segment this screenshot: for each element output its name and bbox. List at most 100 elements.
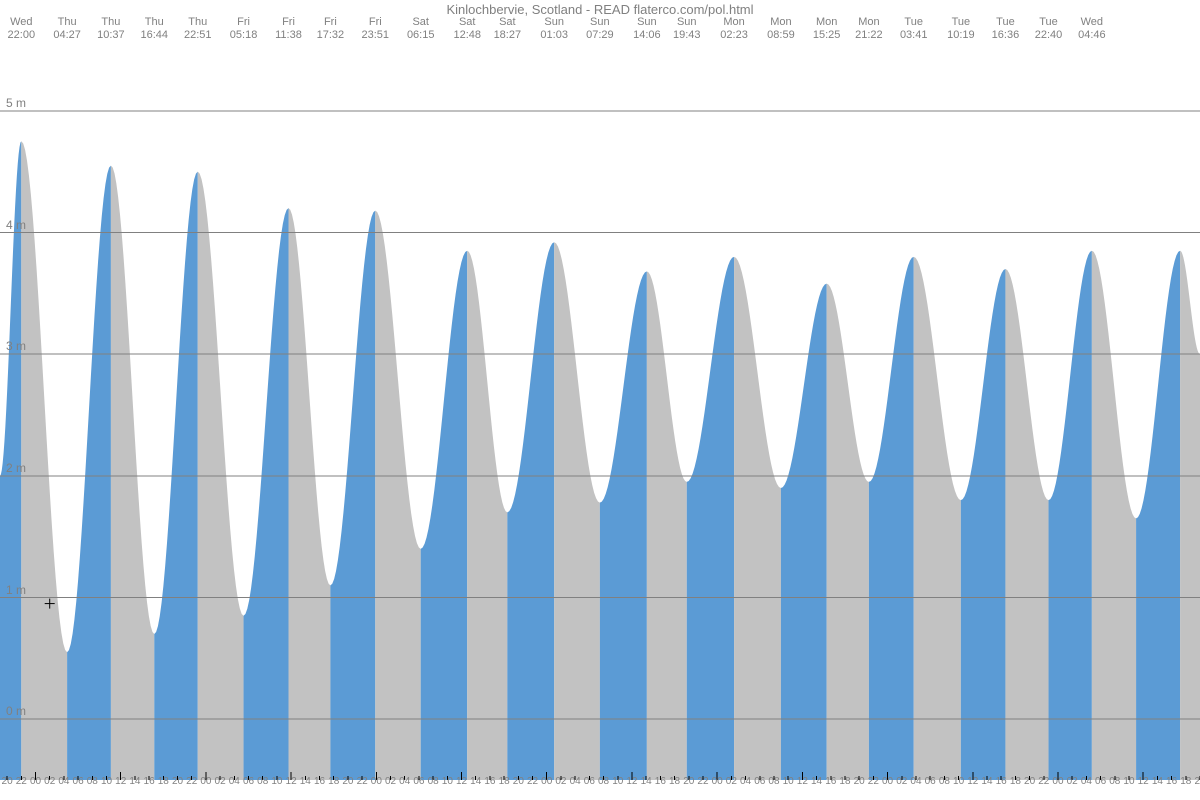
x-hour-label: 04 bbox=[910, 776, 921, 787]
tide-time-label: Tue16:36 bbox=[992, 16, 1020, 42]
x-hour-label: 14 bbox=[300, 776, 311, 787]
tide-segment bbox=[111, 166, 154, 780]
x-hour-label: 10 bbox=[1123, 776, 1134, 787]
x-hour-label: 06 bbox=[925, 776, 936, 787]
x-hour-label: 08 bbox=[1109, 776, 1120, 787]
x-hour-label: 14 bbox=[470, 776, 481, 787]
tide-segment bbox=[869, 257, 914, 780]
x-hour-label: 08 bbox=[257, 776, 268, 787]
x-hour-label: 14 bbox=[129, 776, 140, 787]
x-hour-label: 20 bbox=[2, 776, 13, 787]
tide-time-label: Mon15:25 bbox=[813, 16, 841, 42]
x-hour-label: 10 bbox=[612, 776, 623, 787]
x-hour-label: 08 bbox=[768, 776, 779, 787]
plot-area bbox=[0, 50, 1200, 780]
tide-segment bbox=[961, 269, 1006, 780]
x-hour-label: 02 bbox=[1067, 776, 1078, 787]
x-hour-label: 22 bbox=[357, 776, 368, 787]
y-tick-label: 4 m bbox=[6, 218, 26, 232]
tide-time-label: Sat18:27 bbox=[494, 16, 522, 42]
x-hour-label: 20 bbox=[1024, 776, 1035, 787]
tide-fill bbox=[0, 141, 1200, 780]
y-tick-label: 2 m bbox=[6, 461, 26, 475]
x-hour-label: 00 bbox=[200, 776, 211, 787]
x-hour-label: 22 bbox=[868, 776, 879, 787]
x-hour-label: 18 bbox=[328, 776, 339, 787]
x-hour-label: 06 bbox=[73, 776, 84, 787]
tide-time-labels: Wed22:00Thu04:27Thu10:37Thu16:44Thu22:51… bbox=[0, 16, 1200, 46]
x-hour-label: 08 bbox=[87, 776, 98, 787]
x-hour-label: 06 bbox=[1095, 776, 1106, 787]
x-hour-label: 06 bbox=[413, 776, 424, 787]
x-hour-label: 04 bbox=[229, 776, 240, 787]
x-hour-label: 08 bbox=[939, 776, 950, 787]
x-hour-label: 04 bbox=[740, 776, 751, 787]
x-hour-label: 00 bbox=[541, 776, 552, 787]
tide-segment bbox=[554, 242, 600, 780]
x-hour-label: 16 bbox=[825, 776, 836, 787]
tide-time-label: Thu04:27 bbox=[53, 16, 81, 42]
tide-segment bbox=[467, 251, 507, 780]
tide-time-label: Thu22:51 bbox=[184, 16, 212, 42]
x-hour-label: 04 bbox=[58, 776, 69, 787]
x-hour-label: 02 bbox=[726, 776, 737, 787]
x-hour-label: 20 bbox=[342, 776, 353, 787]
x-hour-label: 08 bbox=[428, 776, 439, 787]
x-hour-label: 12 bbox=[967, 776, 978, 787]
tide-time-label: Tue22:40 bbox=[1035, 16, 1063, 42]
x-hour-label: 12 bbox=[797, 776, 808, 787]
x-hour-label: 12 bbox=[456, 776, 467, 787]
x-hour-label: 04 bbox=[1081, 776, 1092, 787]
x-hour-label: 00 bbox=[1052, 776, 1063, 787]
x-hour-label: 06 bbox=[243, 776, 254, 787]
y-tick-label: 0 m bbox=[6, 704, 26, 718]
x-hour-label: 14 bbox=[641, 776, 652, 787]
tide-segment bbox=[647, 271, 687, 780]
x-hour-label: 20 bbox=[172, 776, 183, 787]
x-hour-label: 06 bbox=[754, 776, 765, 787]
x-hour-label: 16 bbox=[314, 776, 325, 787]
tide-time-label: Mon08:59 bbox=[767, 16, 795, 42]
x-hour-label: 22 bbox=[16, 776, 27, 787]
x-hour-label: 16 bbox=[655, 776, 666, 787]
x-hour-label: 16 bbox=[996, 776, 1007, 787]
x-hour-label: 02 bbox=[896, 776, 907, 787]
tide-time-label: Fri23:51 bbox=[362, 16, 390, 42]
x-hour-label: 00 bbox=[882, 776, 893, 787]
x-hour-label: 18 bbox=[669, 776, 680, 787]
x-hour-label: 18 bbox=[839, 776, 850, 787]
x-hour-labels: 2022000204060810121416182022000204060810… bbox=[0, 776, 1200, 788]
x-hour-label: 04 bbox=[399, 776, 410, 787]
x-hour-label: 12 bbox=[626, 776, 637, 787]
x-hour-label: 12 bbox=[286, 776, 297, 787]
y-tick-label: 1 m bbox=[6, 583, 26, 597]
x-hour-label: 16 bbox=[484, 776, 495, 787]
x-hour-label: 08 bbox=[598, 776, 609, 787]
x-hour-label: 16 bbox=[144, 776, 155, 787]
x-hour-label: 20 bbox=[1194, 776, 1200, 787]
tide-segment bbox=[507, 242, 554, 780]
x-hour-label: 22 bbox=[1038, 776, 1049, 787]
tide-segment bbox=[21, 141, 67, 780]
tide-segment bbox=[827, 284, 869, 780]
x-hour-label: 18 bbox=[1010, 776, 1021, 787]
x-hour-label: 18 bbox=[1180, 776, 1191, 787]
tide-time-label: Thu10:37 bbox=[97, 16, 125, 42]
x-hour-label: 02 bbox=[555, 776, 566, 787]
x-hour-label: 20 bbox=[513, 776, 524, 787]
x-hour-label: 00 bbox=[30, 776, 41, 787]
tide-time-label: Sun19:43 bbox=[673, 16, 701, 42]
tide-segment bbox=[330, 211, 375, 780]
tide-time-label: Mon21:22 bbox=[855, 16, 883, 42]
x-hour-label: 20 bbox=[854, 776, 865, 787]
tide-segment bbox=[421, 251, 468, 780]
y-tick-label: 5 m bbox=[6, 96, 26, 110]
x-hour-label: 06 bbox=[584, 776, 595, 787]
tide-time-label: Thu16:44 bbox=[141, 16, 169, 42]
x-hour-label: 12 bbox=[1138, 776, 1149, 787]
tide-time-label: Sun07:29 bbox=[586, 16, 614, 42]
tide-time-label: Fri05:18 bbox=[230, 16, 258, 42]
x-hour-label: 00 bbox=[712, 776, 723, 787]
x-hour-label: 04 bbox=[570, 776, 581, 787]
x-hour-label: 10 bbox=[442, 776, 453, 787]
